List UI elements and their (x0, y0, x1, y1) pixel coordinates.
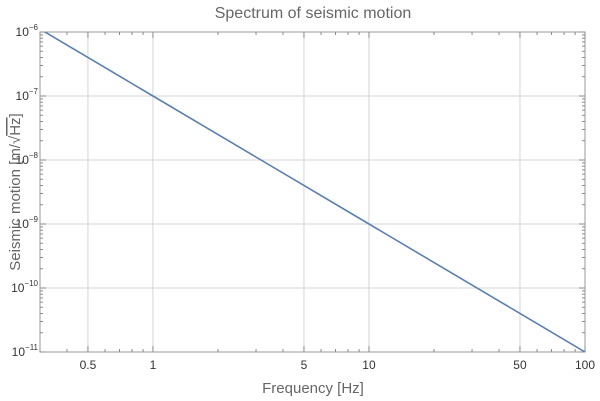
y-axis-label-suffix: ] (7, 113, 24, 117)
x-tick-label: 0.5 (80, 358, 97, 372)
series-layer (43, 32, 585, 352)
x-tick-labels: 0.5 1 5 10 50 100 (80, 358, 596, 372)
y-tick-label: 10−8 (16, 151, 39, 167)
y-tick-base: 10 (16, 89, 30, 103)
y-tick-label: 10−6 (16, 23, 39, 39)
y-axis-label: Seismic motion [m/√Hz] (7, 113, 24, 270)
plot-frame (39, 31, 586, 353)
series-line (43, 32, 585, 352)
y-tick-exponent: −7 (29, 87, 39, 96)
y-tick-base: 10 (16, 217, 30, 231)
y-tick-exponent: −8 (29, 151, 39, 160)
y-tick-base: 10 (12, 345, 26, 359)
y-axis-label-sqrt-content: Hz (7, 117, 24, 135)
y-tick-exponent: −11 (25, 343, 39, 352)
y-tick-base: 10 (11, 281, 25, 295)
y-tick-exponent: −6 (29, 23, 39, 32)
y-tick-label: 10−7 (16, 87, 39, 103)
y-tick-base: 10 (16, 153, 30, 167)
x-tick-label: 100 (575, 358, 595, 372)
x-tick-label: 50 (513, 358, 527, 372)
y-tick-label: 10−11 (12, 343, 39, 359)
x-tick-label: 5 (301, 358, 308, 372)
axis-ticks (39, 31, 586, 353)
sqrt-symbol: √ (7, 135, 24, 144)
y-tick-exponent: −10 (24, 279, 38, 288)
x-tick-label: 10 (362, 358, 376, 372)
y-axis-label-prefix: Seismic motion [m/ (7, 143, 24, 271)
x-tick-label: 1 (150, 358, 157, 372)
chart-title: Spectrum of seismic motion (215, 5, 412, 22)
x-axis-label: Frequency [Hz] (262, 380, 364, 397)
y-tick-exponent: −9 (29, 215, 39, 224)
y-tick-label: 10−9 (16, 215, 39, 231)
y-tick-base: 10 (16, 25, 30, 39)
y-tick-label: 10−10 (11, 279, 38, 295)
